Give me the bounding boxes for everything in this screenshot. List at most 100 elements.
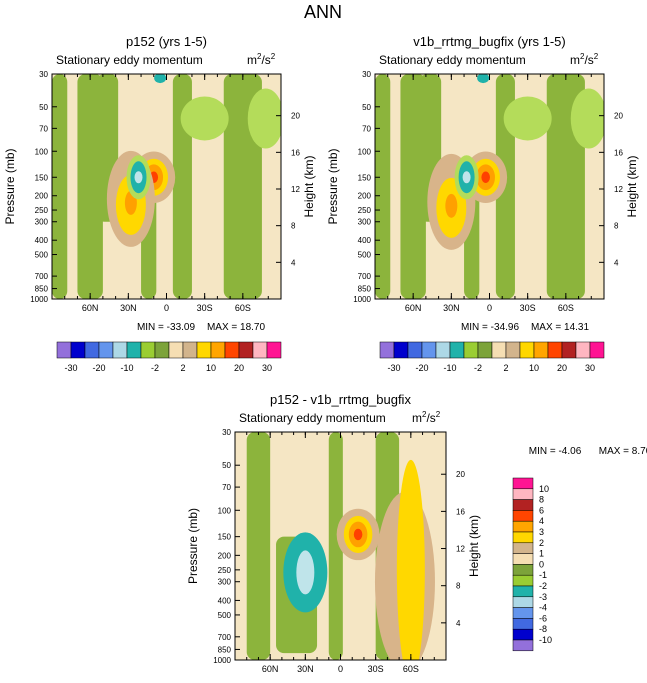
- colorbar-swatch: [126, 341, 142, 359]
- y-right-tick-label: 16: [456, 507, 465, 516]
- colorbar-label: 0: [539, 559, 544, 569]
- field-band: [375, 74, 391, 299]
- field-region: [396, 459, 425, 660]
- panel-title: v1b_rrtmg_bugfix (yrs 1-5): [413, 34, 565, 49]
- y-tick-label: 850: [35, 285, 49, 294]
- units-exponent: 2: [594, 52, 599, 61]
- y-right-tick-label: 4: [456, 619, 461, 628]
- colorbar-label: -20: [415, 363, 428, 373]
- colorbar-label: 10: [529, 363, 539, 373]
- panel-title: p152 (yrs 1-5): [126, 34, 207, 49]
- field-min-top: [154, 74, 167, 84]
- max-label: MAX = 14.31: [531, 322, 590, 333]
- colorbar-label: -4: [539, 603, 547, 613]
- colorbar-label: -1: [539, 570, 547, 580]
- field-min-top: [477, 74, 490, 84]
- colorbar-label: -10: [443, 363, 456, 373]
- y-right-tick-label: 20: [291, 112, 300, 121]
- plot-area: [375, 74, 604, 299]
- colorbar-label: 10: [539, 484, 549, 494]
- y-tick-label: 400: [358, 236, 372, 245]
- colorbar-swatch: [140, 341, 156, 359]
- y-right-tick-label: 20: [614, 112, 623, 121]
- colorbar-swatch: [519, 341, 535, 359]
- x-tick-label: 60S: [235, 303, 251, 313]
- colorbar-swatch: [407, 341, 423, 359]
- colorbar-swatch: [463, 341, 479, 359]
- colorbar-swatch: [512, 585, 534, 598]
- colorbar-swatch: [512, 520, 534, 533]
- y-tick-label: 30: [39, 70, 48, 79]
- y-right-tick-label: 8: [456, 582, 461, 591]
- panels-group: p152 (yrs 1-5)Stationary eddy momentum m2…: [3, 34, 647, 674]
- chart-panel-2: v1b_rrtmg_bugfix (yrs 1-5) Stationary edd…: [326, 34, 639, 373]
- units-label: m2/s2: [412, 410, 441, 425]
- field-band: [246, 432, 271, 660]
- x-tick-label: 30N: [443, 303, 460, 313]
- colorbar-swatch: [547, 341, 563, 359]
- colorbar-swatch: [512, 499, 534, 511]
- colorbar-swatch: [512, 564, 534, 576]
- colorbar-label: -10: [120, 363, 133, 373]
- colorbar-swatch: [98, 341, 114, 359]
- colorbar-swatch: [224, 341, 240, 359]
- units-base: m: [412, 411, 422, 425]
- y-right-axis-label: Height (km): [467, 515, 481, 577]
- colorbar-swatch: [168, 341, 184, 359]
- y-tick-label: 70: [39, 124, 48, 133]
- y-tick-label: 150: [358, 173, 372, 182]
- colorbar-label: -10: [539, 635, 552, 645]
- y-tick-label: 1000: [353, 295, 371, 304]
- colorbar-label: 20: [234, 363, 244, 373]
- max-label: MAX = 18.70: [207, 322, 266, 333]
- units-mid: /s: [261, 53, 270, 67]
- colorbar-label: 3: [539, 527, 544, 537]
- y-tick-label: 400: [218, 596, 232, 605]
- colorbar-swatch: [238, 341, 254, 359]
- y-right-tick-label: 20: [456, 470, 465, 479]
- y-tick-label: 1000: [213, 656, 231, 665]
- units-exponent: 2: [580, 52, 585, 61]
- units-label: m2/s2: [247, 52, 276, 67]
- colorbar-swatch: [421, 341, 437, 359]
- y-right-tick-label: 8: [291, 222, 296, 231]
- y-tick-label: 100: [35, 147, 49, 156]
- colorbar-swatch: [512, 510, 534, 522]
- colorbar-label: -30: [387, 363, 400, 373]
- x-tick-label: 60S: [403, 664, 419, 674]
- colorbar-label: -3: [539, 592, 547, 602]
- x-tick-label: 30N: [120, 303, 137, 313]
- colorbar-swatch: [561, 341, 577, 359]
- min-label: MIN = -34.96: [461, 322, 520, 333]
- y-tick-label: 500: [358, 251, 372, 260]
- colorbar-swatch: [589, 341, 605, 359]
- y-tick-label: 500: [35, 251, 49, 260]
- y-tick-label: 70: [362, 124, 371, 133]
- colorbar-swatch: [252, 341, 268, 359]
- colorbar-label: 20: [557, 363, 567, 373]
- colorbar-swatch: [575, 341, 591, 359]
- y-tick-label: 200: [218, 551, 232, 560]
- colorbar-swatch: [477, 341, 493, 359]
- colorbar-label: 2: [180, 363, 185, 373]
- chart-panel-3: p152 - v1b_rrtmg_bugfix Stationary eddy m…: [186, 392, 647, 674]
- panel-subtitle: Stationary eddy momentum: [56, 53, 203, 67]
- colorbar-swatch: [512, 618, 534, 630]
- colorbar-label: 2: [539, 538, 544, 548]
- y-tick-label: 500: [218, 611, 232, 620]
- colorbar-swatch: [512, 542, 534, 554]
- min-label: MIN = -4.06: [529, 446, 582, 457]
- colorbar-swatch: [512, 596, 534, 608]
- field-min-core: [462, 171, 471, 184]
- units-label: m2/s2: [570, 52, 599, 67]
- y-tick-label: 150: [35, 173, 49, 182]
- colorbar-swatch: [512, 639, 534, 652]
- units-base: m: [570, 53, 580, 67]
- colorbar-label: 30: [585, 363, 595, 373]
- y-tick-label: 50: [362, 103, 371, 112]
- y-tick-label: 700: [35, 272, 49, 281]
- y-axis-label: Pressure (mb): [326, 148, 340, 224]
- field-min-core: [134, 171, 143, 184]
- max-label: MAX = 8.70: [599, 446, 647, 457]
- y-right-tick-label: 8: [614, 222, 619, 231]
